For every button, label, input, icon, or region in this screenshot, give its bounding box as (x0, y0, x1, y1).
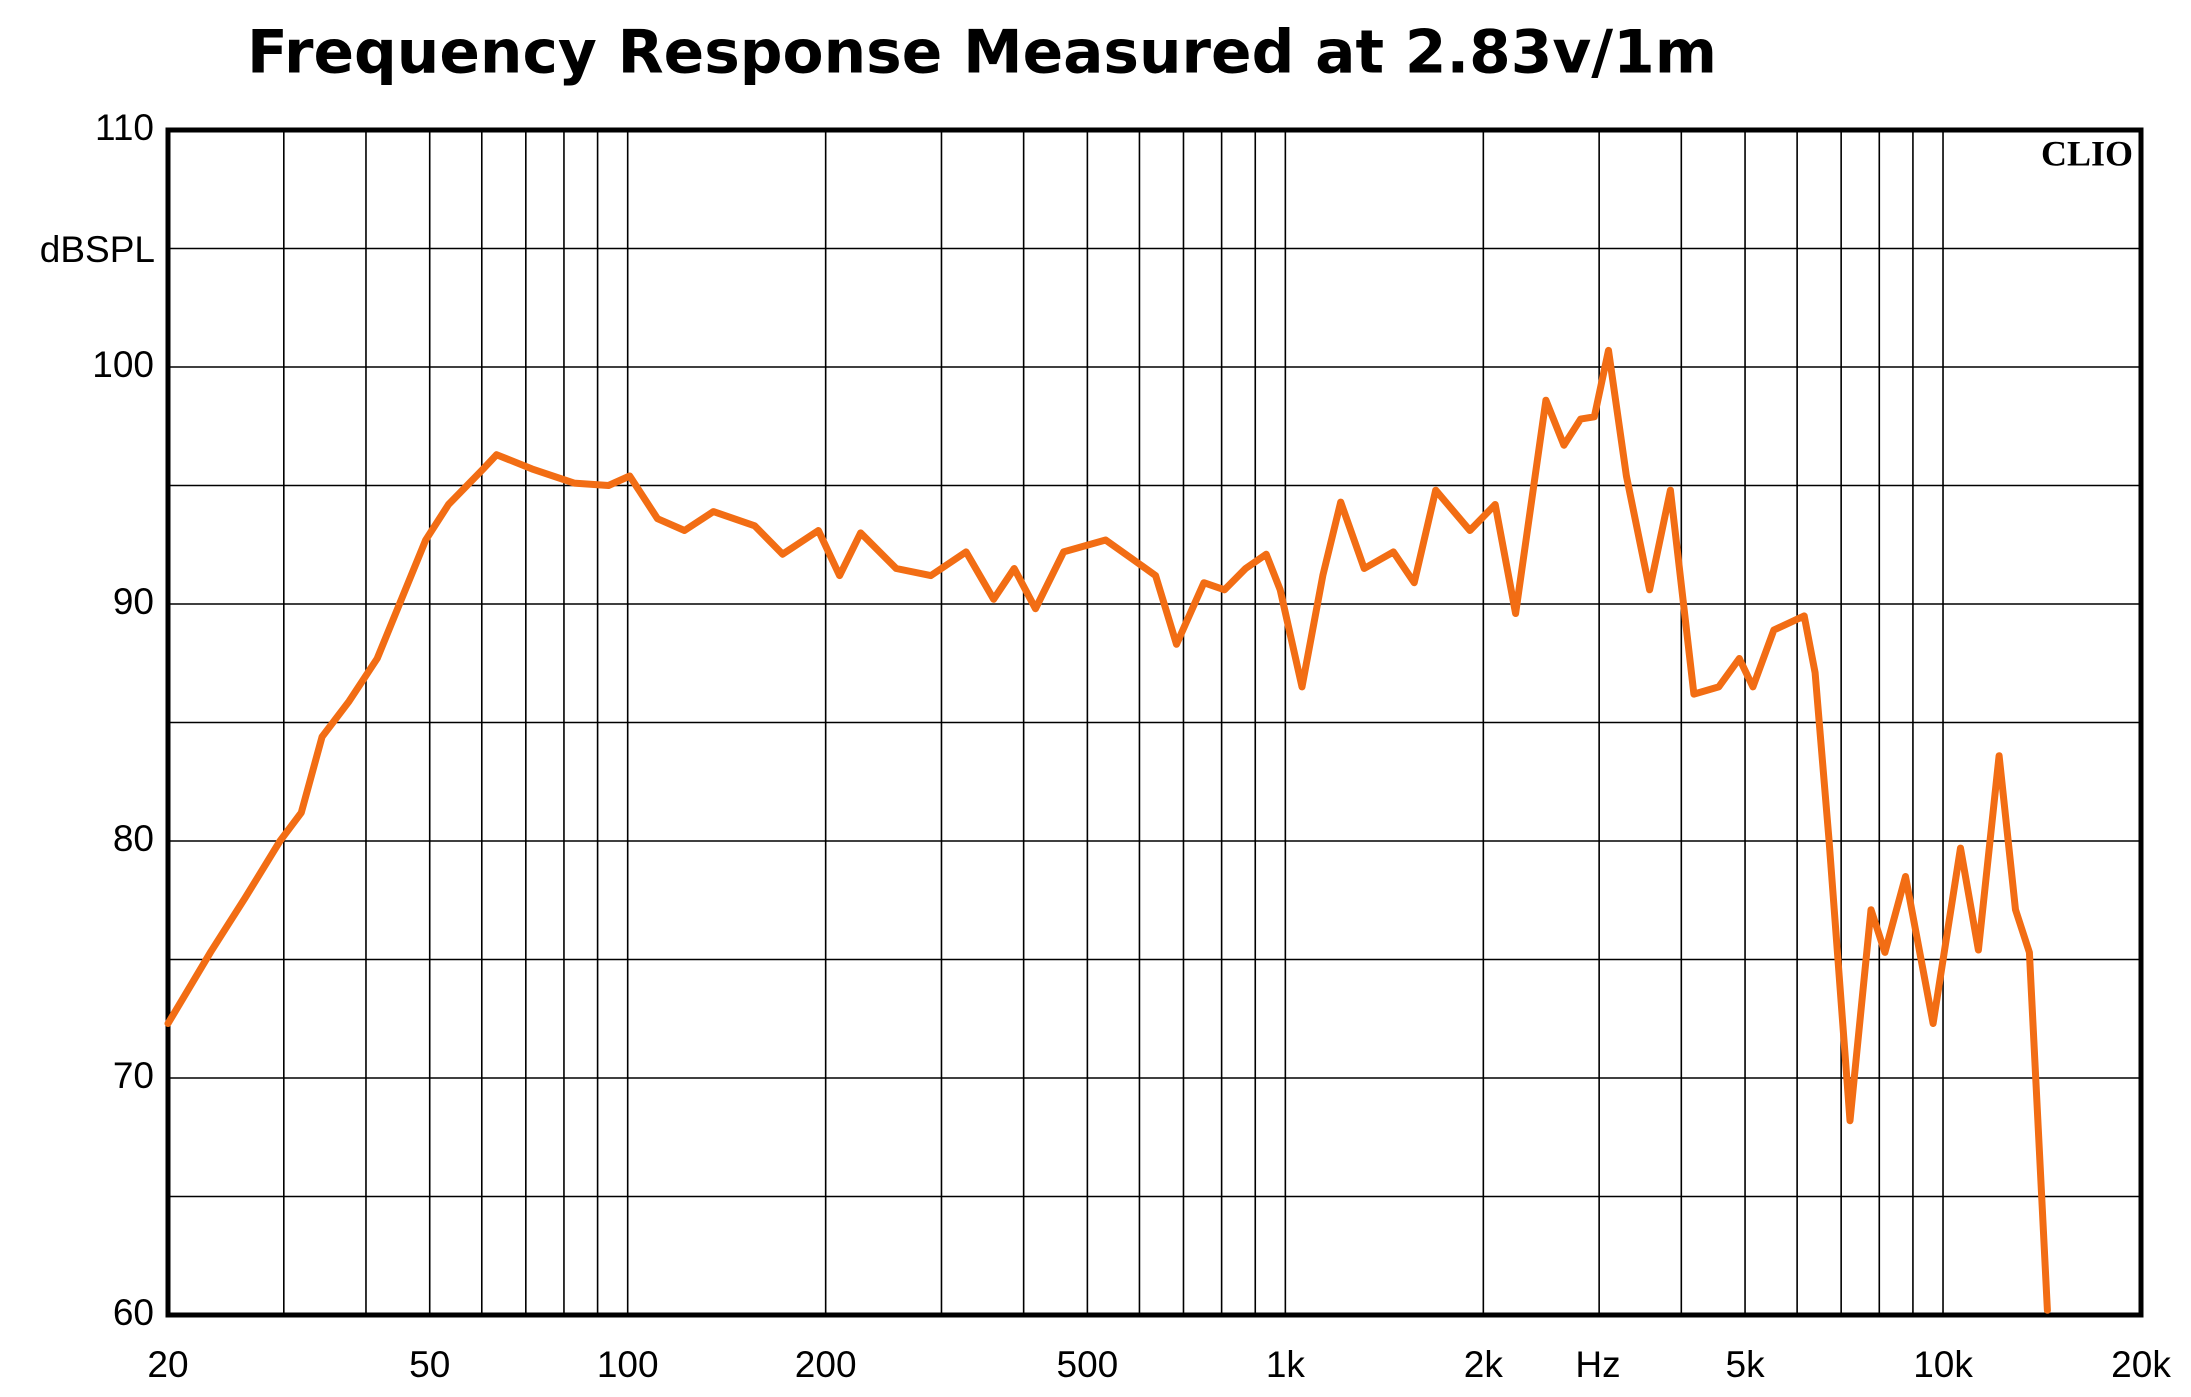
x-tick-label: 20k (2111, 1344, 2171, 1385)
x-tick-label: 100 (597, 1344, 659, 1385)
x-tick-label: 500 (1057, 1344, 1119, 1385)
x-axis-label: Hz (1575, 1344, 1620, 1385)
x-tick-label: 20 (147, 1344, 188, 1385)
response-line (164, 346, 2051, 1314)
watermark: CLIO (2041, 133, 2133, 173)
y-tick-label: 60 (113, 1292, 154, 1333)
y-tick-label: 70 (113, 1055, 154, 1096)
x-tick-label: 10k (1913, 1344, 1973, 1385)
plot-frame (165, 127, 2144, 1318)
y-axis-label: dBSPL (40, 229, 155, 270)
chart-title: Frequency Response Measured at 2.83v/1m (247, 18, 1717, 88)
x-tick-label: 50 (409, 1344, 450, 1385)
x-tick-label: 5k (1726, 1344, 1766, 1385)
y-tick-label: 90 (113, 581, 154, 622)
x-tick-label: 2k (1464, 1344, 1504, 1385)
y-tick-label: 100 (92, 344, 154, 385)
x-tick-label: 200 (795, 1344, 857, 1385)
y-tick-label: 110 (95, 107, 154, 148)
y-tick-label: 80 (113, 818, 154, 859)
x-tick-label: 1k (1266, 1344, 1306, 1385)
